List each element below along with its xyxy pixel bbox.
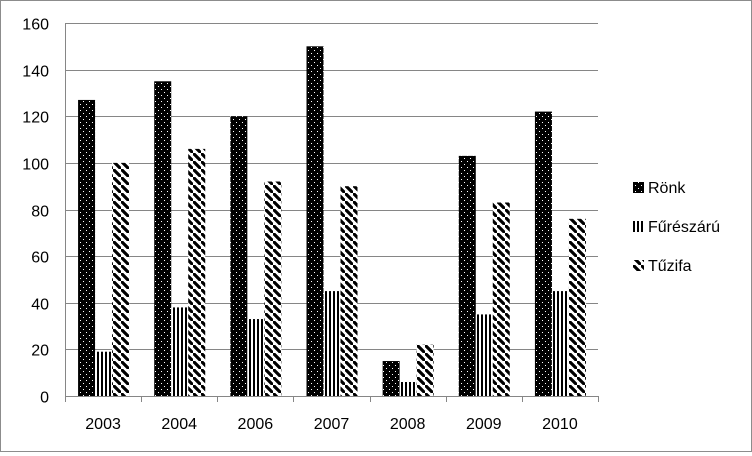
bar-Fűrészárú-2007 — [323, 291, 341, 396]
x-tick-label: 2004 — [161, 416, 197, 433]
y-tick-label: 120 — [22, 110, 49, 127]
y-tick-label: 100 — [22, 157, 49, 174]
legend-swatch-Tűzifa — [633, 260, 644, 271]
bar-Fűrészárú-2009 — [475, 314, 493, 396]
bar-Rönk-2010 — [534, 111, 552, 397]
x-tick-label: 2003 — [85, 416, 121, 433]
bar-Tűzifa-2007 — [340, 186, 358, 396]
y-tick-label: 160 — [22, 17, 49, 34]
y-tick-label: 40 — [31, 297, 49, 314]
x-axis: 2003 2004 2006 2007 2008 2009 2010 — [65, 23, 599, 433]
x-tick-label: 2009 — [466, 416, 502, 433]
gridlines — [65, 23, 598, 397]
bar-Fűrészárú-2004 — [171, 307, 189, 396]
bar-Rönk-2003 — [78, 99, 96, 397]
legend-swatch-Rönk — [633, 182, 644, 193]
bar-Fűrészárú-2008 — [399, 382, 417, 396]
bar-Rönk-2009 — [458, 155, 476, 396]
legend-label: Fűrészárú — [648, 219, 720, 236]
y-axis-tick-labels: 0 20 40 60 80 100 120 140 160 — [22, 17, 49, 407]
bar-Tűzifa-2006 — [264, 181, 282, 396]
y-tick-label: 20 — [31, 343, 49, 360]
bar-Fűrészárú-2003 — [95, 351, 113, 396]
bar-Rönk-2004 — [154, 81, 172, 396]
bar-Tűzifa-2004 — [188, 148, 206, 396]
bar-Tűzifa-2003 — [112, 162, 130, 396]
x-tick-label: 2010 — [542, 416, 578, 433]
bar-Fűrészárú-2006 — [247, 319, 265, 396]
x-tick-label: 2007 — [314, 416, 350, 433]
y-tick-label: 80 — [31, 204, 49, 221]
legend-label: Tűzifa — [648, 258, 692, 275]
bar-Fűrészárú-2010 — [551, 291, 569, 396]
x-tick-label: 2006 — [238, 416, 274, 433]
bar-Rönk-2007 — [306, 46, 324, 396]
y-tick-label: 0 — [40, 390, 49, 407]
bar-Rönk-2008 — [382, 361, 400, 396]
x-tick-label: 2008 — [390, 416, 426, 433]
bar-Tűzifa-2008 — [416, 344, 434, 396]
bar-Tűzifa-2010 — [568, 218, 586, 396]
bars — [78, 46, 586, 397]
bar-Tűzifa-2009 — [492, 202, 510, 396]
y-tick-label: 140 — [22, 64, 49, 81]
y-tick-label: 60 — [31, 250, 49, 267]
legend: Rönk Fűrészárú Tűzifa — [633, 180, 720, 275]
legend-swatch-Fűrészárú — [633, 221, 644, 232]
bar-Rönk-2006 — [230, 116, 248, 396]
legend-label: Rönk — [648, 180, 686, 197]
